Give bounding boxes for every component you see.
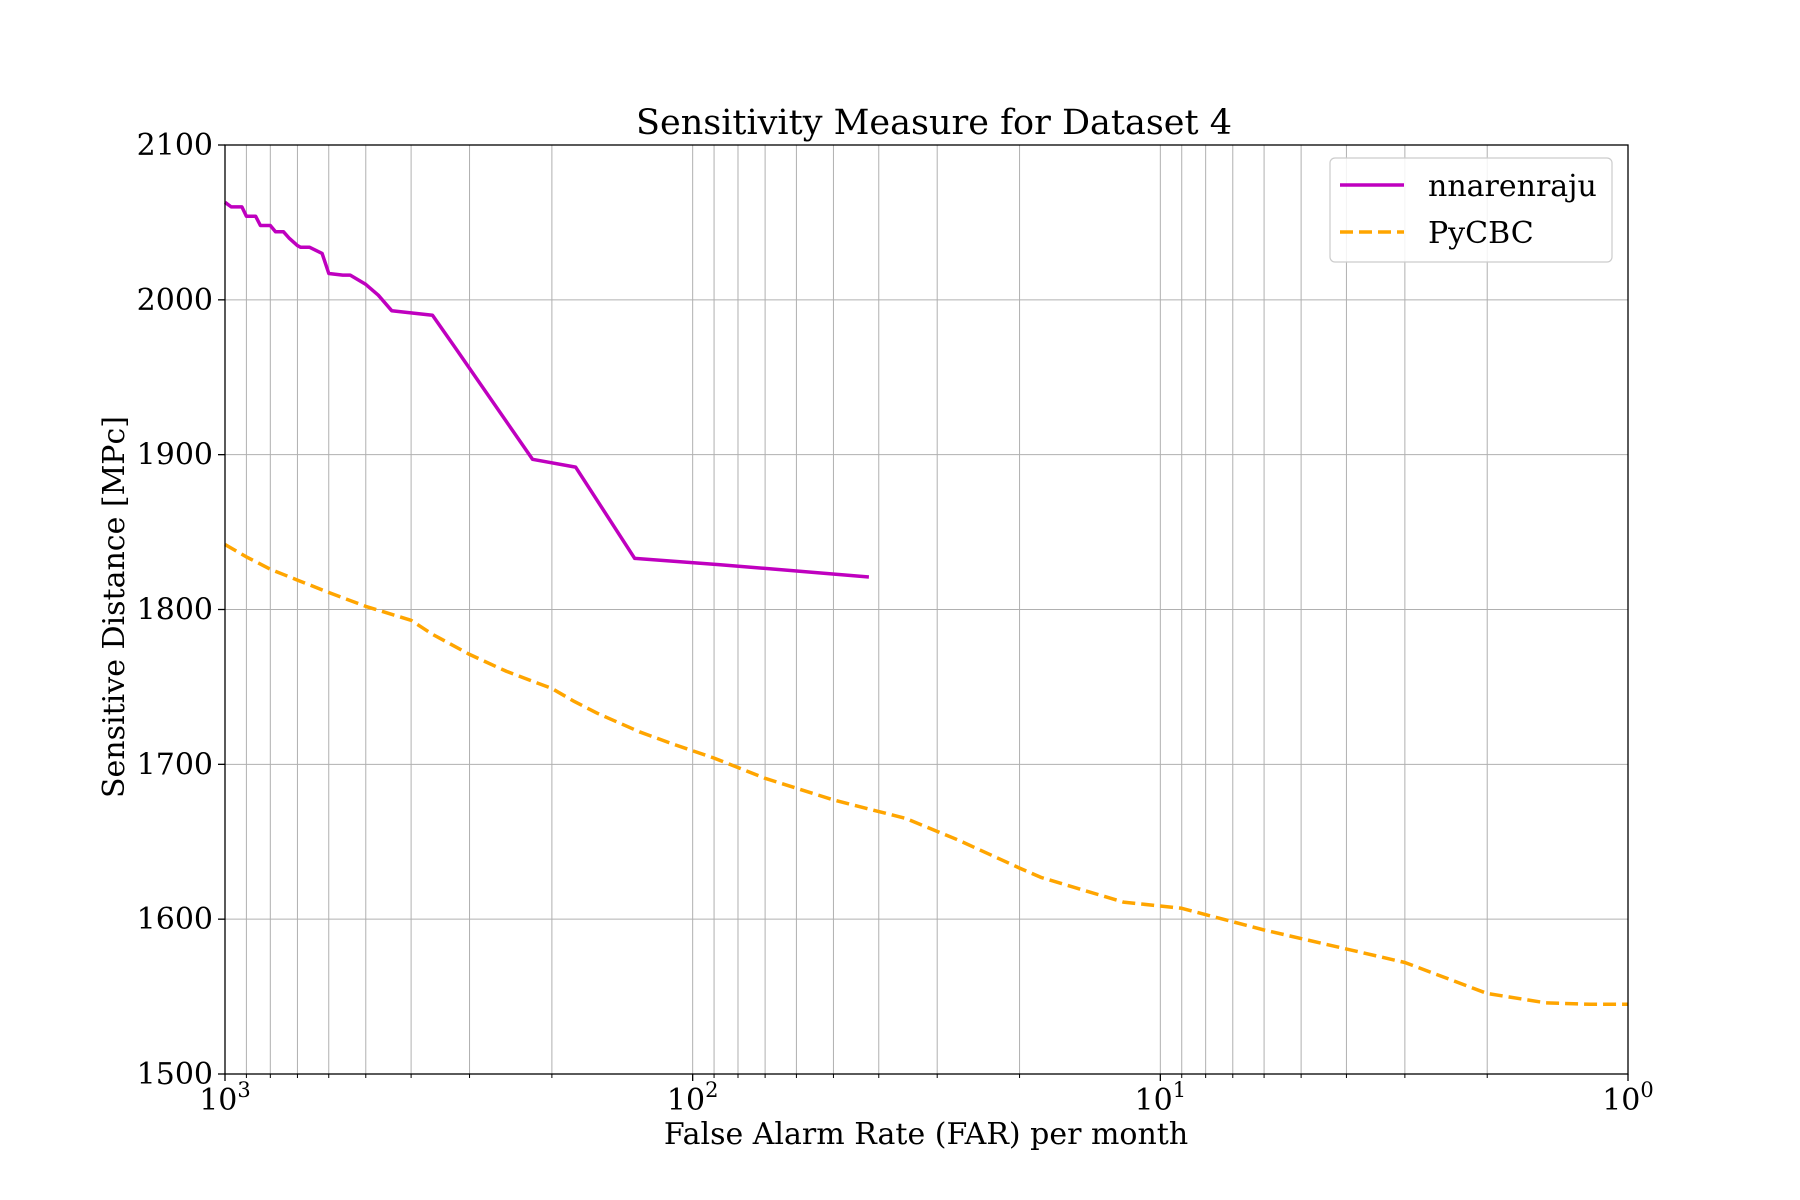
x-tick-label: 101	[1135, 1078, 1187, 1118]
series-lines	[223, 200, 1628, 1007]
legend-label-pycbc: PyCBC	[1428, 216, 1534, 251]
series-line-nnarenraju	[223, 200, 870, 579]
y-tick-label: 1800	[137, 593, 213, 628]
legend-label-nnarenraju: nnarenraju	[1428, 169, 1597, 204]
y-axis-label: Sensitive Distance [MPc]	[97, 416, 132, 798]
x-tick-label: 102	[667, 1078, 719, 1118]
x-axis-ticks: 103 102 101 100	[199, 1074, 1654, 1118]
y-tick-label: 1900	[137, 438, 213, 473]
x-tick-label: 100	[1602, 1078, 1654, 1118]
series-line-pycbc	[224, 542, 1628, 1007]
legend: nnarenraju PyCBC	[1329, 157, 1613, 263]
y-tick-label: 1700	[137, 747, 213, 782]
x-tick-label: 103	[199, 1078, 251, 1118]
major-grid	[224, 144, 1629, 1075]
y-tick-label: 1500	[137, 1057, 213, 1092]
x-axis-label: False Alarm Rate (FAR) per month	[664, 1117, 1188, 1152]
y-axis-ticks: 1500 1600 1700 1800 1900 2000 2100	[137, 128, 225, 1092]
y-tick-label: 2100	[137, 128, 213, 163]
y-tick-label: 1600	[137, 902, 213, 937]
chart-title: Sensitivity Measure for Dataset 4	[636, 103, 1232, 143]
y-tick-label: 2000	[137, 283, 213, 318]
